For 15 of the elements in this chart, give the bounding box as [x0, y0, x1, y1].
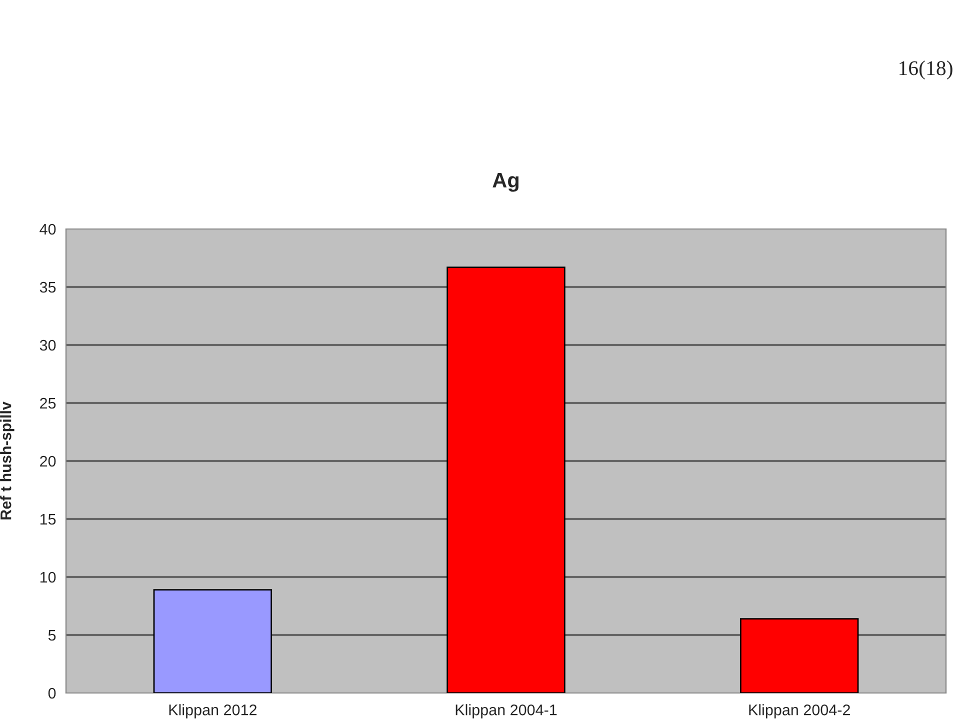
y-tick-label: 15: [40, 514, 56, 525]
y-tick-label: 40: [40, 224, 56, 235]
x-tick-label: Klippan 2004-1: [456, 704, 557, 718]
y-tick-label: 0: [48, 688, 56, 699]
y-tick-label: 30: [40, 340, 56, 351]
y-tick-label: 10: [40, 572, 56, 583]
x-tick-label: Klippan 2012: [169, 704, 256, 718]
text: 16(18): [900, 60, 952, 80]
y-tick-label: 5: [48, 630, 56, 641]
y-tick-label: 35: [40, 282, 56, 293]
y-axis-title: Ref t hush-spillv: [0, 402, 14, 520]
x-tick-label: Klippan 2004-2: [749, 704, 850, 718]
chart-title: Ag: [492, 173, 518, 192]
y-tick-label: 20: [40, 456, 56, 467]
y-tick-label: 25: [40, 398, 56, 409]
